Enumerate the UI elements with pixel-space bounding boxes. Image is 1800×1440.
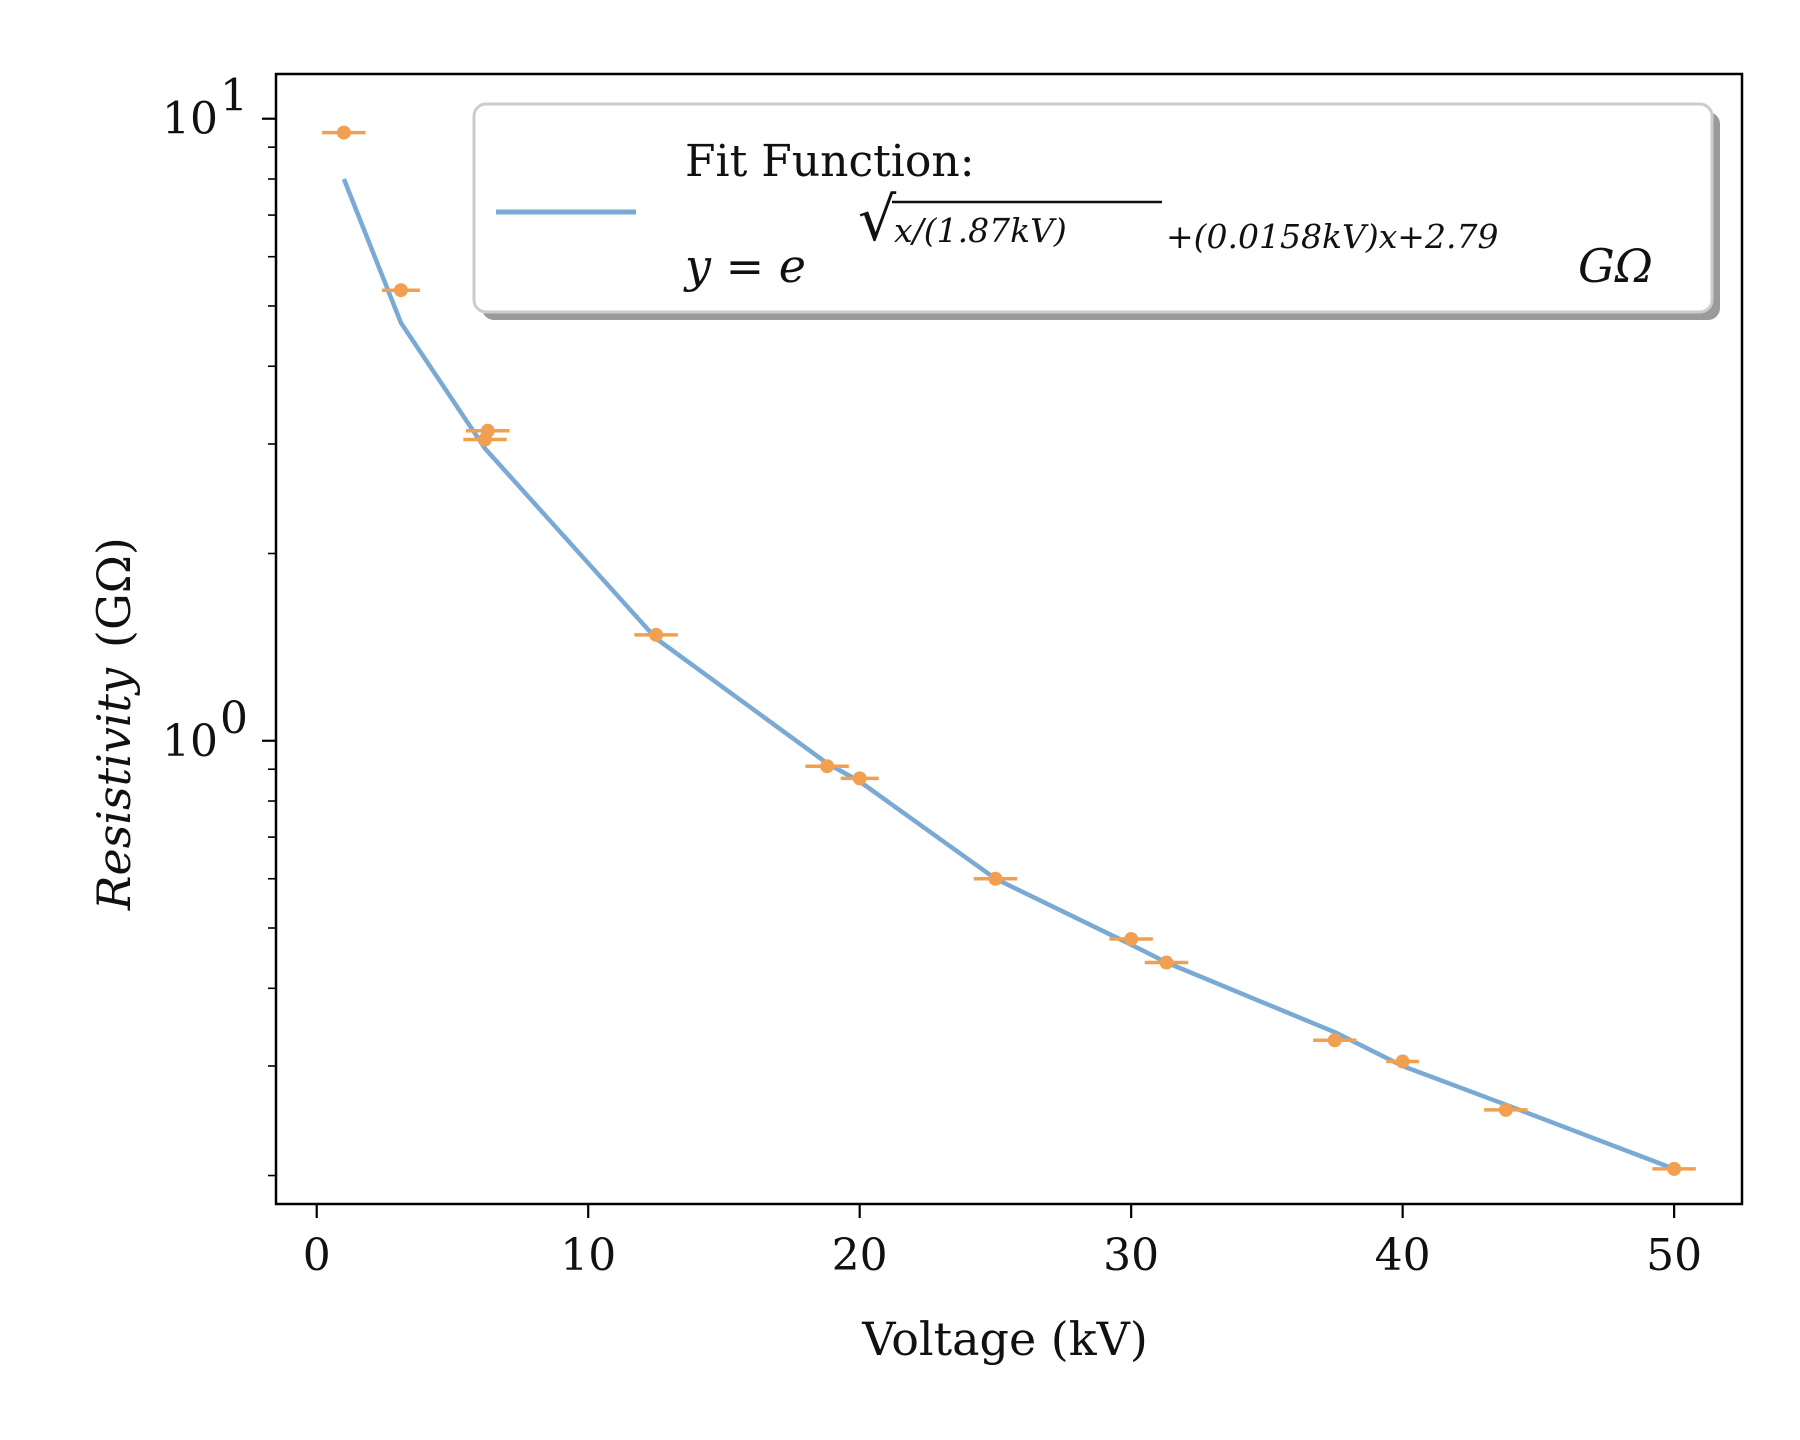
- x-axis-label: Voltage (kV): [861, 1312, 1148, 1366]
- data-point: [1124, 932, 1139, 947]
- data-point: [393, 283, 408, 298]
- legend-sqrt-symbol: √: [858, 185, 897, 255]
- data-point: [1327, 1033, 1342, 1048]
- legend-equation-unit: GΩ: [1578, 239, 1653, 293]
- x-tick-label: 30: [1103, 1230, 1159, 1281]
- x-tick-label: 0: [303, 1230, 331, 1281]
- x-tick-label: 40: [1375, 1230, 1431, 1281]
- data-point: [852, 771, 867, 786]
- legend-equation-exp-tail: +(0.0158kV)x+2.79: [1166, 217, 1498, 256]
- data-point: [480, 423, 495, 438]
- y-tick-label-base: 10: [162, 94, 218, 145]
- y-tick-label-exponent: 1: [220, 71, 248, 122]
- legend-equation-root: x/(1.87kV): [894, 211, 1067, 250]
- data-point: [1159, 955, 1174, 970]
- legend-equation-lhs: y = e: [683, 239, 806, 293]
- y-axis-label-unit: (GΩ): [87, 537, 141, 648]
- data-point: [1395, 1054, 1410, 1069]
- x-tick-label: 10: [560, 1230, 616, 1281]
- y-tick-label-exponent: 0: [220, 693, 248, 744]
- data-point: [820, 759, 835, 774]
- legend-title: Fit Function:: [685, 136, 975, 187]
- data-point: [1667, 1161, 1682, 1176]
- data-point: [988, 871, 1003, 886]
- x-tick-label: 50: [1646, 1230, 1702, 1281]
- data-point: [1498, 1102, 1513, 1117]
- y-tick-label-base: 10: [162, 716, 218, 767]
- x-tick-label: 20: [832, 1230, 888, 1281]
- y-axis-label-name: Resistivity: [87, 667, 141, 911]
- y-axis-label: Resistivity (GΩ): [87, 537, 141, 911]
- legend: Fit Function: y = e √ x/(1.87kV) +(0.015…: [472, 102, 1720, 320]
- plot-data: [322, 125, 1696, 1176]
- data-point: [336, 125, 351, 140]
- plot-frame: [274, 72, 1744, 1206]
- legend-box: [472, 102, 1714, 314]
- data-point: [649, 627, 664, 642]
